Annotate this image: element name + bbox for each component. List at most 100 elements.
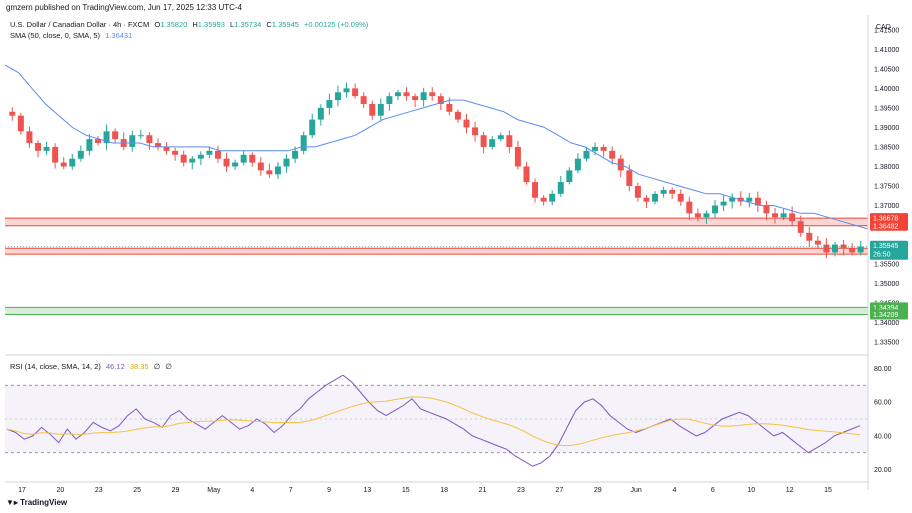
candle <box>849 243 856 256</box>
candle-body <box>274 166 281 175</box>
candle-body <box>257 162 264 171</box>
candle <box>549 190 556 206</box>
candle-body <box>249 154 256 163</box>
sma-label[interactable]: SMA (50, close, 0, SMA, 5) <box>10 31 101 40</box>
candle <box>223 152 230 172</box>
rsi-ma-value: 38.35 <box>129 362 149 371</box>
candle-body <box>566 170 573 183</box>
tradingview-logo: ▼▸ TradingView <box>6 498 67 507</box>
zone-tag-label: 1.34209 <box>873 312 898 319</box>
candle <box>377 98 384 122</box>
candle <box>309 113 316 139</box>
candle-body <box>626 170 633 186</box>
time-tick-label: 6 <box>711 487 715 494</box>
rsi-label[interactable]: RSI (14, close, SMA, 14, 2) <box>10 362 101 371</box>
low-label: L <box>230 20 235 29</box>
candle-body <box>429 92 436 97</box>
candle <box>609 146 616 165</box>
close-value: 1.35945 <box>271 20 299 29</box>
rsi-extra-1: ∅ <box>153 362 161 371</box>
time-tick-label: 27 <box>555 487 563 494</box>
candle-body <box>437 96 444 104</box>
candle-body <box>377 103 384 116</box>
brand-name: TradingView <box>20 498 68 507</box>
zone-tag-label: 1.34394 <box>873 305 898 312</box>
candle-body <box>309 119 316 136</box>
price-tick-label: 1.35000 <box>874 281 899 288</box>
candle <box>652 191 659 205</box>
rsi-pane[interactable] <box>5 374 868 467</box>
candle-body <box>780 213 787 218</box>
candle <box>240 150 247 166</box>
candle <box>120 132 127 151</box>
candle <box>274 162 281 179</box>
candle <box>60 157 67 170</box>
candle-body <box>197 154 204 159</box>
candle-body <box>266 170 273 175</box>
candle <box>772 208 779 224</box>
candle <box>34 140 41 158</box>
candle-body <box>180 154 187 163</box>
candle <box>249 152 256 167</box>
candle-body <box>574 158 581 171</box>
candle-body <box>112 131 119 140</box>
candle-body <box>652 193 659 202</box>
candle-body <box>746 197 753 202</box>
time-tick-label: 15 <box>824 487 832 494</box>
candle <box>343 82 350 98</box>
candle-body <box>694 213 701 218</box>
axes: 1.41500 1.41000 1.40500 1.40000 1.39500 1.390… <box>5 15 908 494</box>
candle-body <box>540 197 547 202</box>
price-tick-label: 1.41500 <box>874 27 899 34</box>
time-tick-label: 29 <box>594 487 602 494</box>
candle <box>386 92 393 111</box>
rsi-ma-line <box>6 396 861 447</box>
candle <box>806 227 813 247</box>
candle <box>583 146 590 162</box>
zone-tag <box>870 213 908 224</box>
candle-body <box>283 158 290 167</box>
price-pane[interactable] <box>4 64 869 316</box>
candle <box>103 124 110 150</box>
candle <box>463 113 470 134</box>
price-tick-label: 1.33500 <box>874 340 899 347</box>
candle <box>163 142 170 155</box>
candle <box>86 134 93 156</box>
candle <box>300 131 307 155</box>
candle <box>540 195 547 206</box>
tv-icon: ▼▸ <box>6 498 21 507</box>
publisher-header: gmzern published on TradingView.com, Jun… <box>6 3 242 12</box>
candle <box>69 153 76 170</box>
candle <box>840 240 847 256</box>
time-tick-label: 21 <box>479 487 487 494</box>
candle <box>703 210 710 224</box>
candle <box>643 195 650 209</box>
candle <box>352 83 359 99</box>
candle-body <box>617 158 624 171</box>
candle-body <box>549 193 556 202</box>
symbol-title[interactable]: U.S. Dollar / Canadian Dollar · 4h · FXC… <box>10 20 150 29</box>
candle-body <box>403 92 410 97</box>
time-tick-label: 15 <box>402 487 410 494</box>
candle-body <box>300 135 307 151</box>
sma-legend: SMA (50, close, 0, SMA, 5) 1.36431 <box>10 31 135 40</box>
candle <box>172 147 179 161</box>
candle <box>43 141 50 156</box>
candle-body <box>643 197 650 202</box>
price-tick-label: 1.40500 <box>874 66 899 73</box>
candle-body <box>189 158 196 163</box>
candle <box>600 144 607 157</box>
time-tick-label: 10 <box>747 487 755 494</box>
candle <box>94 135 101 146</box>
candle <box>257 157 264 176</box>
symbol-legend: U.S. Dollar / Canadian Dollar · 4h · FXC… <box>10 20 371 29</box>
candle-body <box>94 139 101 144</box>
candle-body <box>609 150 616 159</box>
candle <box>369 100 376 120</box>
candle-body <box>343 88 350 93</box>
time-tick-label: 20 <box>56 487 64 494</box>
candle-body <box>103 131 110 144</box>
candle <box>197 151 204 166</box>
candle-body <box>454 111 461 120</box>
